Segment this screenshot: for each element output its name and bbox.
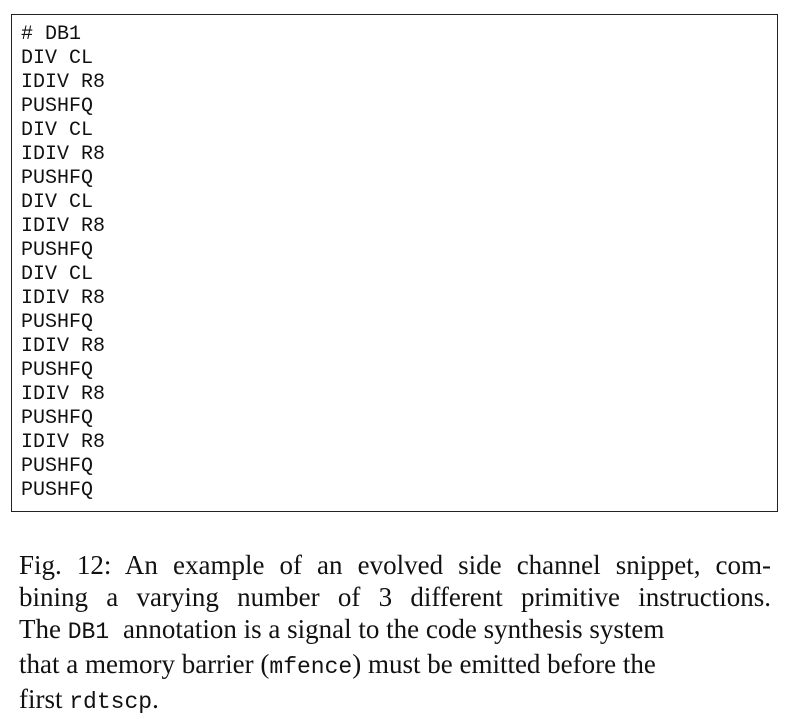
caption-line-5: first rdtscp.: [19, 683, 771, 718]
code-line: PUSHFQ: [21, 311, 94, 334]
code-line: PUSHFQ: [21, 167, 94, 190]
caption-code-mfence: mfence: [269, 654, 353, 680]
code-line: DIV CL: [21, 263, 94, 286]
caption-code-db1: DB1: [67, 619, 123, 645]
code-line: DIV CL: [21, 191, 94, 214]
code-line: PUSHFQ: [21, 359, 94, 382]
caption-text: that a memory barrier (: [19, 649, 270, 679]
code-line: DIV CL: [21, 47, 94, 70]
code-line: # DB1: [21, 23, 82, 46]
code-listing-box: # DB1 DIV CL IDIV R8 PUSHFQ DIV CL IDIV …: [11, 14, 778, 512]
caption-text: ) must be emitted before the: [352, 649, 656, 679]
caption-code-rdtscp: rdtscp: [69, 689, 153, 715]
caption-line-4: that a memory barrier (mfence) must be e…: [19, 648, 771, 683]
code-line: DIV CL: [21, 119, 94, 142]
code-line: PUSHFQ: [21, 455, 94, 478]
code-line: IDIV R8: [21, 287, 106, 310]
caption-line-3: The DB1 annotation is a signal to the co…: [19, 613, 771, 648]
caption-text: .: [152, 684, 159, 714]
code-line: IDIV R8: [21, 143, 106, 166]
code-line: IDIV R8: [21, 71, 106, 94]
caption-text: annotation is a signal to the code synth…: [122, 614, 665, 644]
code-line: IDIV R8: [21, 431, 106, 454]
caption-text: first: [19, 684, 70, 714]
figure-caption: Fig. 12: An example of an evolved side c…: [19, 549, 771, 718]
code-line: IDIV R8: [21, 383, 106, 406]
code-line: PUSHFQ: [21, 95, 94, 118]
caption-text: The: [19, 614, 68, 644]
code-line: PUSHFQ: [21, 479, 94, 502]
code-line: IDIV R8: [21, 215, 106, 238]
code-line: PUSHFQ: [21, 407, 94, 430]
code-line: PUSHFQ: [21, 239, 94, 262]
caption-line-2: bining a varying number of 3 different p…: [19, 582, 771, 612]
caption-line-1: Fig. 12: An example of an evolved side c…: [19, 550, 771, 580]
code-listing: # DB1 DIV CL IDIV R8 PUSHFQ DIV CL IDIV …: [21, 23, 105, 503]
code-line: IDIV R8: [21, 335, 106, 358]
